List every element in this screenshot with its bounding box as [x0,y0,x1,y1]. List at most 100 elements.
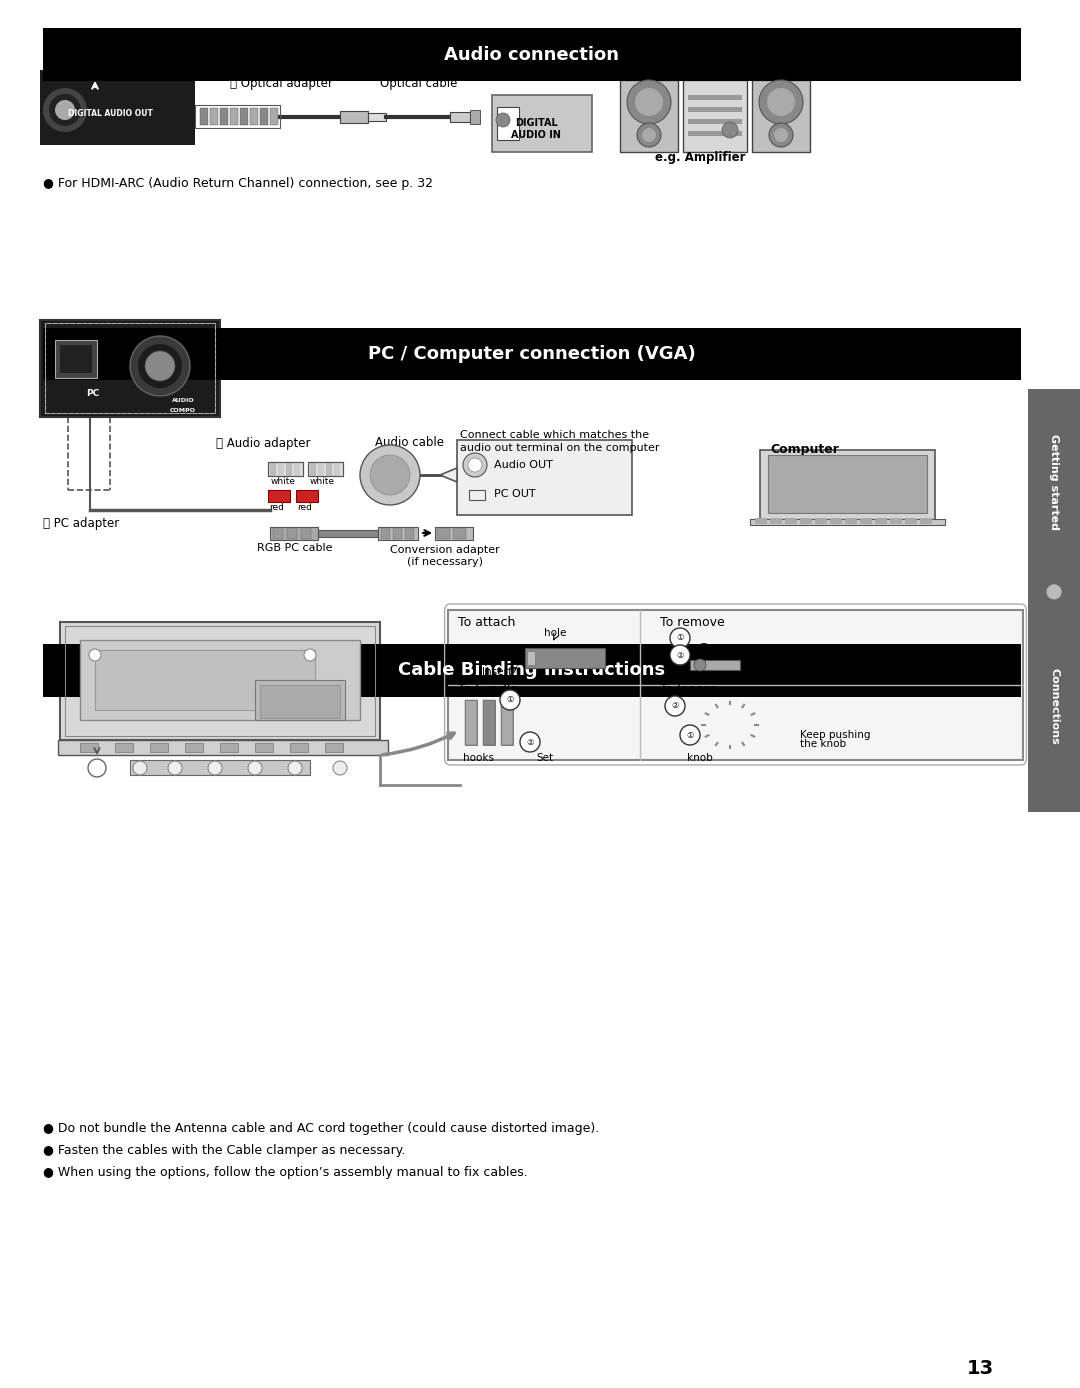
Bar [240,108,248,125]
Bar [58,740,388,755]
Bar [890,518,902,520]
Bar [831,518,842,520]
Bar [220,108,228,125]
Bar [501,700,513,745]
Bar [301,527,311,539]
Bar [875,520,887,522]
Bar [845,518,858,520]
Bar [255,680,345,720]
Bar [831,522,842,525]
Ellipse shape [500,690,519,711]
Ellipse shape [49,94,81,126]
Text: Connect cable which matches the: Connect cable which matches the [460,430,649,440]
Text: RGB PC cable: RGB PC cable [257,543,333,552]
Bar [65,626,375,736]
Ellipse shape [463,452,487,477]
Bar [755,518,767,520]
Bar [185,743,203,752]
Text: white: white [310,476,335,486]
Bar [230,108,238,125]
Bar [80,640,360,720]
Text: red: red [270,504,284,512]
Text: ⓓ Audio adapter: ⓓ Audio adapter [216,436,311,450]
Bar [688,94,742,100]
Bar [435,527,473,540]
Ellipse shape [288,761,302,775]
Ellipse shape [130,336,190,396]
Bar [890,522,902,525]
Bar [255,743,273,752]
Bar [875,522,887,525]
Bar [60,622,380,740]
Text: Computer: Computer [770,444,839,457]
Bar [785,522,797,525]
Ellipse shape [670,645,690,665]
Bar [501,700,513,745]
Text: Optical cable: Optical cable [380,76,457,89]
Bar [457,440,632,515]
Text: Audio cable: Audio cable [375,436,444,450]
Bar [294,462,300,476]
Bar [268,462,303,476]
Ellipse shape [55,100,75,119]
Bar [95,650,315,711]
Bar [340,111,368,124]
Bar [310,462,316,476]
Bar [326,462,332,476]
Polygon shape [440,468,457,482]
Bar [318,462,324,476]
Ellipse shape [87,759,106,777]
Ellipse shape [769,124,793,147]
Text: PC: PC [86,389,99,397]
Bar [683,81,747,153]
Text: To attach: To attach [458,615,515,629]
Text: Keep pushing: Keep pushing [750,648,821,658]
Bar [318,530,378,537]
Ellipse shape [1047,584,1062,600]
Bar [469,490,485,500]
Bar [150,743,168,752]
Bar [43,644,1021,697]
Text: Cable Binding Instructions: Cable Binding Instructions [399,662,665,679]
Bar [800,520,812,522]
Bar [268,462,303,476]
Ellipse shape [759,81,804,124]
Bar [437,527,450,539]
Bar [114,743,133,752]
Bar [60,346,92,373]
Text: To loosen: To loosen [660,683,718,697]
Bar [688,107,742,112]
Ellipse shape [333,761,347,775]
Bar [368,112,386,121]
Text: audio out terminal on the computer: audio out terminal on the computer [460,443,660,452]
Ellipse shape [637,124,661,147]
Bar [448,609,1023,761]
Bar [483,700,495,745]
Ellipse shape [43,87,87,132]
Ellipse shape [627,81,671,124]
Bar [1028,389,1080,812]
Bar [195,105,280,128]
Text: AUDIO IN: AUDIO IN [511,130,561,140]
Bar [55,340,97,378]
Text: hole: hole [544,627,566,638]
Text: the knob: the knob [800,738,846,750]
Text: ● Do not bundle the Antenna cable and AC cord together (could cause distorted im: ● Do not bundle the Antenna cable and AC… [43,1122,599,1135]
Bar [378,527,418,540]
Bar [325,743,343,752]
Bar [905,518,917,520]
Text: Audio OUT: Audio OUT [494,459,553,471]
Ellipse shape [694,659,706,670]
Bar [470,110,480,124]
Bar [308,462,343,476]
Text: To bundle: To bundle [458,683,518,697]
Ellipse shape [145,351,175,380]
Text: COMPO: COMPO [170,408,195,412]
Text: ● Fasten the cables with the Cable clamper as necessary.: ● Fasten the cables with the Cable clamp… [43,1144,405,1158]
Text: ②: ② [676,651,684,659]
Bar [381,527,390,539]
Bar [690,661,740,670]
Bar [815,518,827,520]
Ellipse shape [665,695,685,716]
Bar [785,520,797,522]
